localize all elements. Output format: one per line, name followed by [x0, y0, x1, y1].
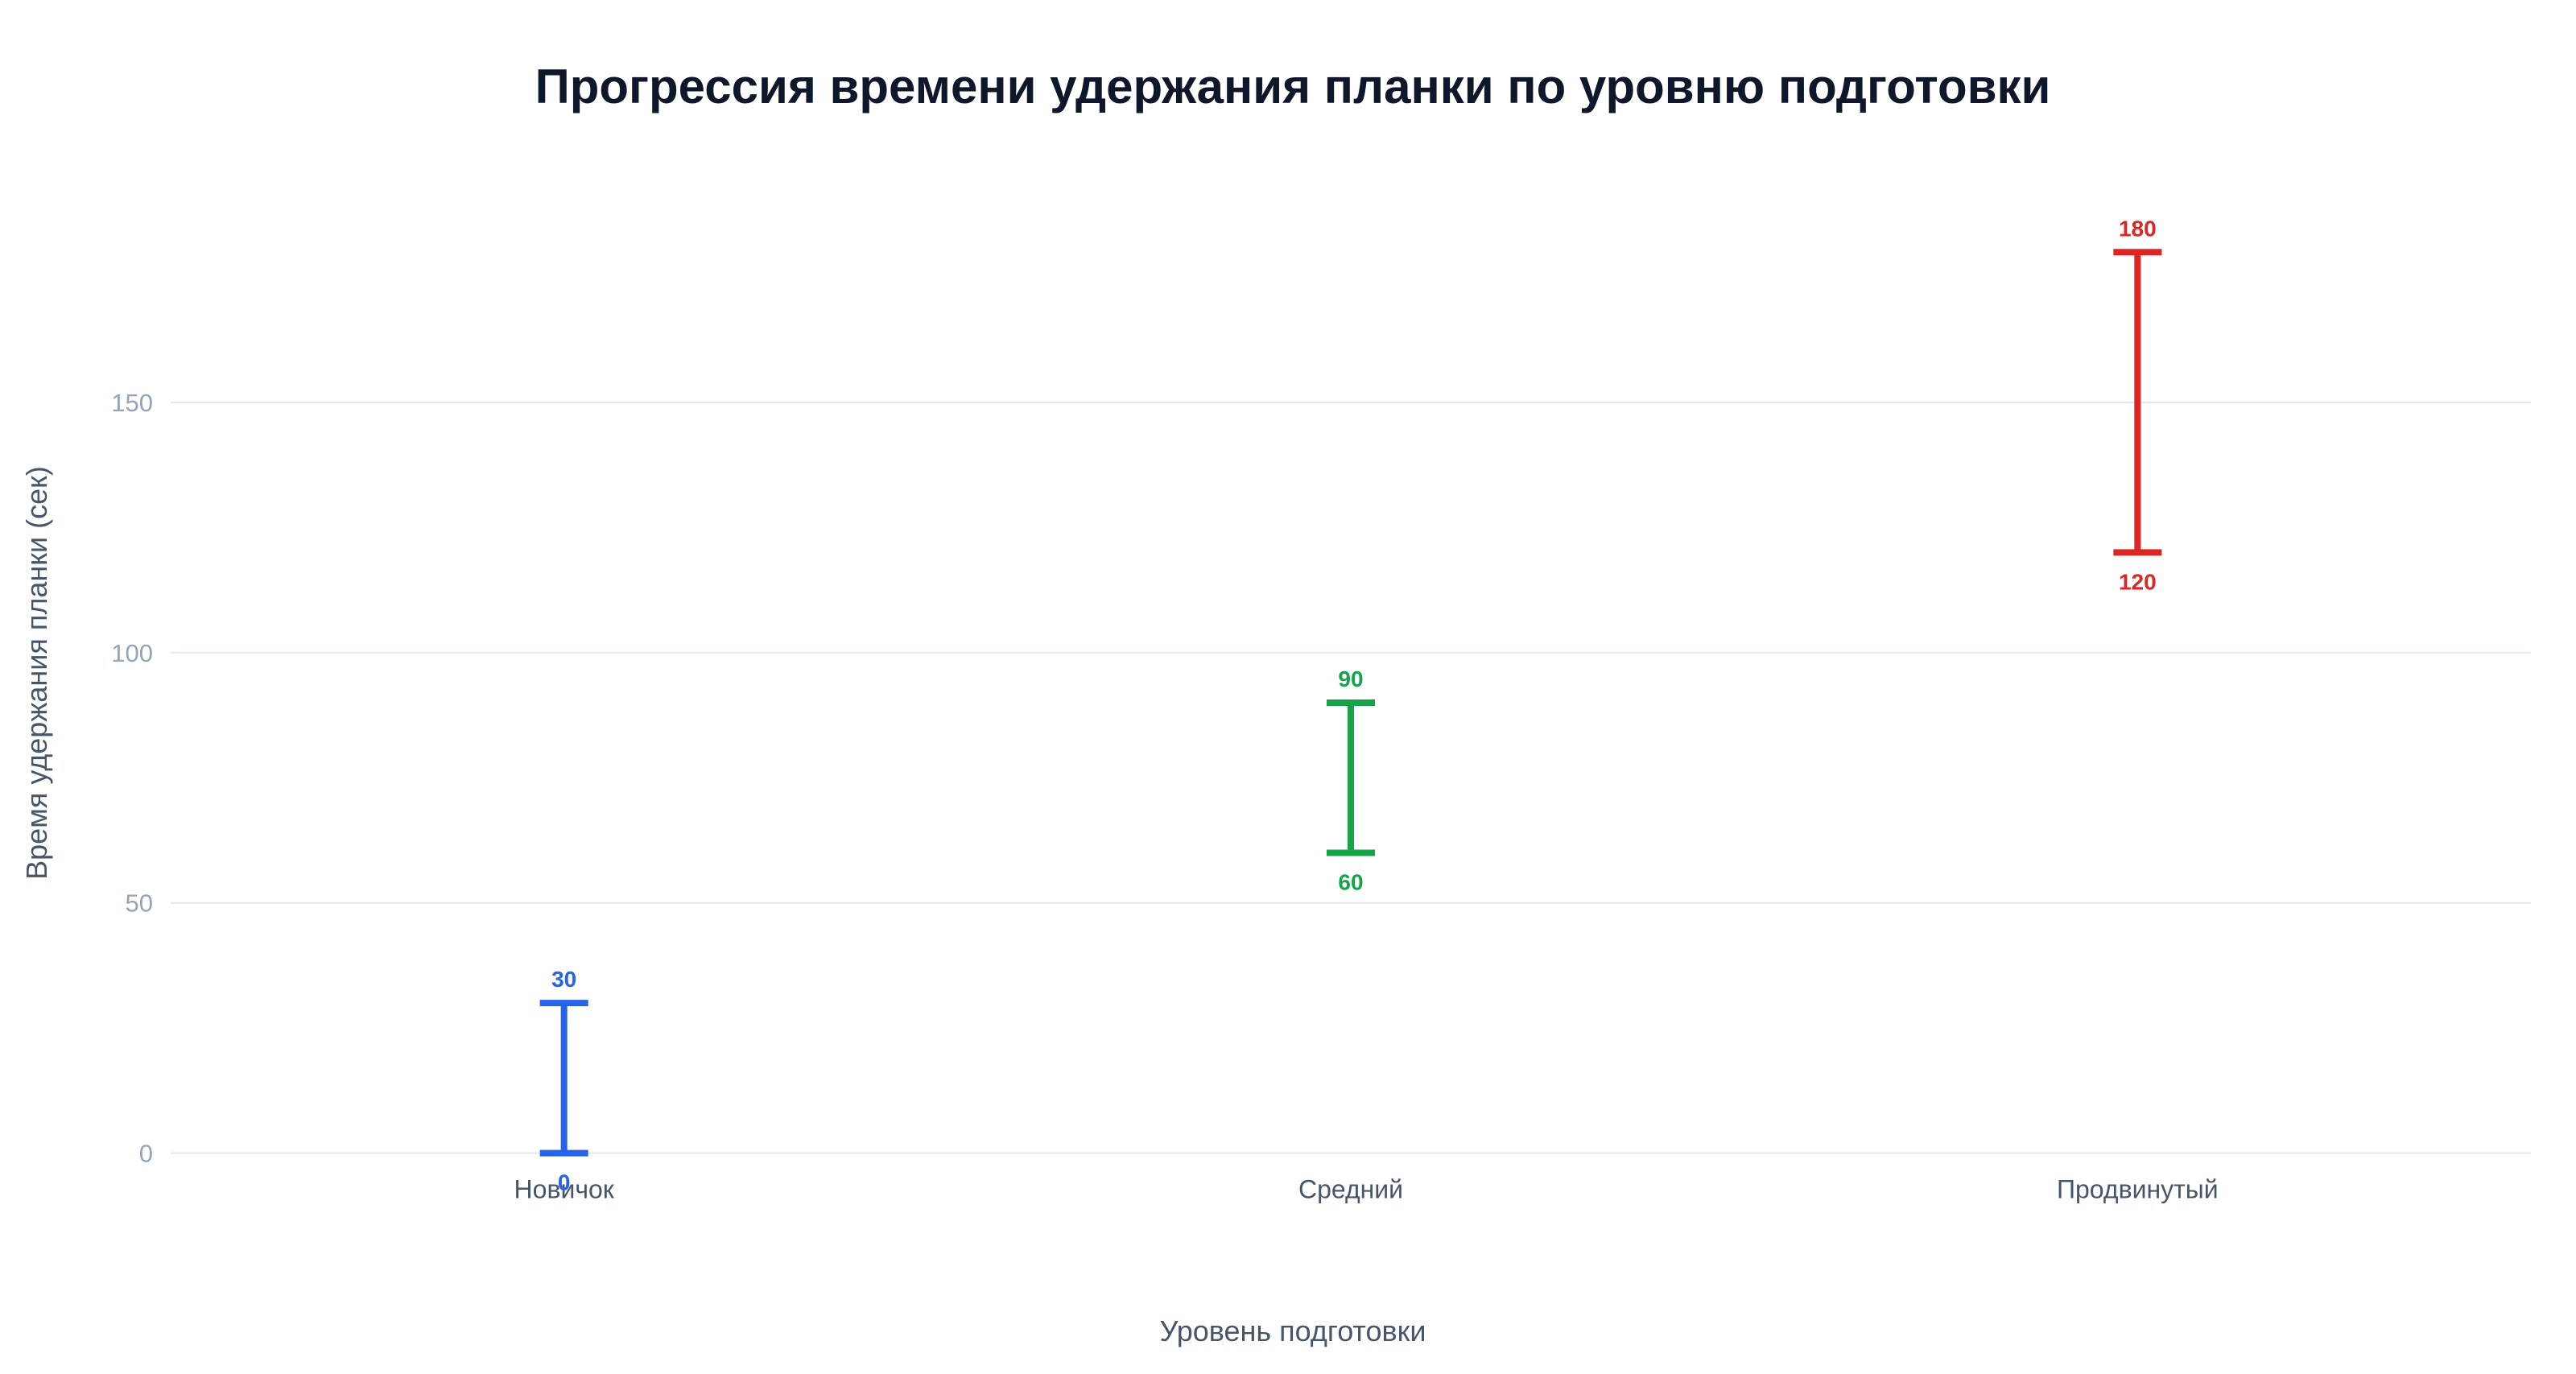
value-label-high: 90	[1338, 666, 1363, 691]
value-label-low: 120	[2119, 569, 2157, 594]
y-tick-label: 100	[111, 639, 153, 667]
y-axis-title: Время удержания планки (сек)	[20, 466, 53, 880]
x-tick-label: Новичок	[514, 1175, 615, 1204]
range-mark: 90 60	[1327, 666, 1375, 895]
value-label-high: 180	[2119, 216, 2157, 241]
x-axis-title: Уровень подготовки	[1159, 1314, 1426, 1347]
range-marks: 30 0 90 60 180 120	[539, 216, 2162, 1195]
y-tick-label: 0	[139, 1140, 153, 1168]
value-label-low: 60	[1338, 870, 1363, 895]
chart-title: Прогрессия времени удержания планки по у…	[535, 60, 2051, 113]
y-tick-label: 150	[111, 389, 153, 417]
x-axis-ticks: Новичок Средний Продвинутый	[514, 1175, 2219, 1204]
value-label-low: 0	[558, 1170, 571, 1195]
x-tick-label: Средний	[1298, 1175, 1403, 1204]
range-mark: 30 0	[539, 967, 588, 1195]
x-tick-label: Продвинутый	[2057, 1175, 2219, 1204]
value-label-high: 30	[551, 967, 576, 992]
y-tick-label: 50	[126, 889, 153, 918]
range-mark: 180 120	[2113, 216, 2162, 594]
y-axis-ticks: 0 50 100 150	[111, 389, 153, 1168]
